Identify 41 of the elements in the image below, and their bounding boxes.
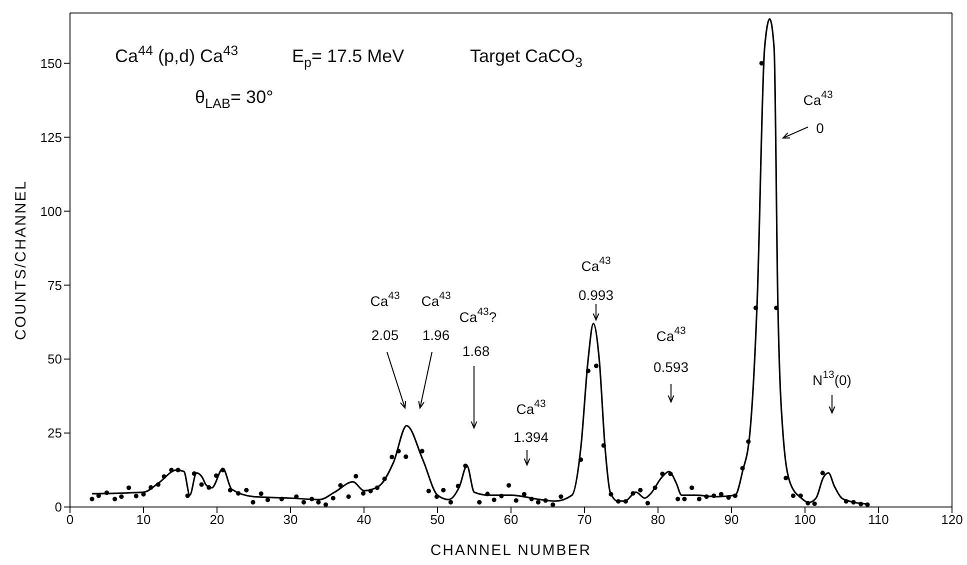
x-tick-label: 50 (430, 512, 445, 528)
annotation: 0.993 (578, 287, 614, 303)
y-tick-label: 75 (48, 278, 62, 293)
y-tick-label: 0 (54, 500, 62, 515)
x-tick-label: 40 (356, 512, 372, 528)
x-tick-label: 70 (577, 512, 592, 528)
y-tick-label: 25 (48, 426, 62, 441)
annotation: 1.96 (422, 327, 450, 343)
x-tick-label: 90 (724, 512, 739, 528)
annotation: Ca$^{43}$ (370, 290, 400, 309)
x-tick-label: 110 (868, 512, 889, 528)
annotation: 2.05 (371, 327, 399, 343)
x-tick-label: 20 (210, 512, 224, 528)
y-tick-label: 50 (48, 352, 62, 367)
x-tick-label: 80 (650, 512, 666, 528)
annotation: Ca$^{43}$ (656, 325, 686, 344)
annotation: Ca$^{43}$ (516, 398, 546, 417)
x-axis-title: CHANNEL NUMBER (430, 542, 592, 559)
annotation: Ca$^{43}$? (459, 306, 497, 325)
x-tick-label: 120 (941, 512, 963, 528)
annotation: 1.394 (513, 429, 549, 445)
x-tick-label: 10 (136, 512, 151, 528)
annotation: θ$_{LAB}$= 30° (195, 87, 274, 111)
y-tick-label: 100 (40, 204, 62, 219)
y-tick-label: 150 (40, 56, 62, 71)
annotation: E$_{p}$= 17.5 MeV (292, 46, 404, 70)
y-axis-title: COUNTS/CHANNEL (12, 180, 30, 340)
annotation: Ca$^{43}$ (421, 290, 451, 309)
annotation: N$^{13}$(0) (812, 369, 852, 388)
x-tick-label: 60 (504, 512, 518, 528)
x-tick-label: 0 (66, 512, 74, 528)
annotation: Ca$^{43}$ (581, 255, 611, 274)
y-tick-label: 125 (40, 130, 62, 145)
annotation: Target CaCO$_{3}$ (470, 46, 583, 70)
annotation: 1.68 (462, 343, 490, 359)
annotation: 0 (816, 120, 824, 136)
annotation: 0.593 (653, 359, 689, 375)
x-tick-label: 30 (283, 512, 298, 528)
annotation: Ca$^{43}$ (803, 89, 833, 108)
annotation: Ca$^{44}$ (p,d) Ca$^{43}$ (115, 43, 238, 66)
x-tick-label: 100 (794, 512, 816, 528)
